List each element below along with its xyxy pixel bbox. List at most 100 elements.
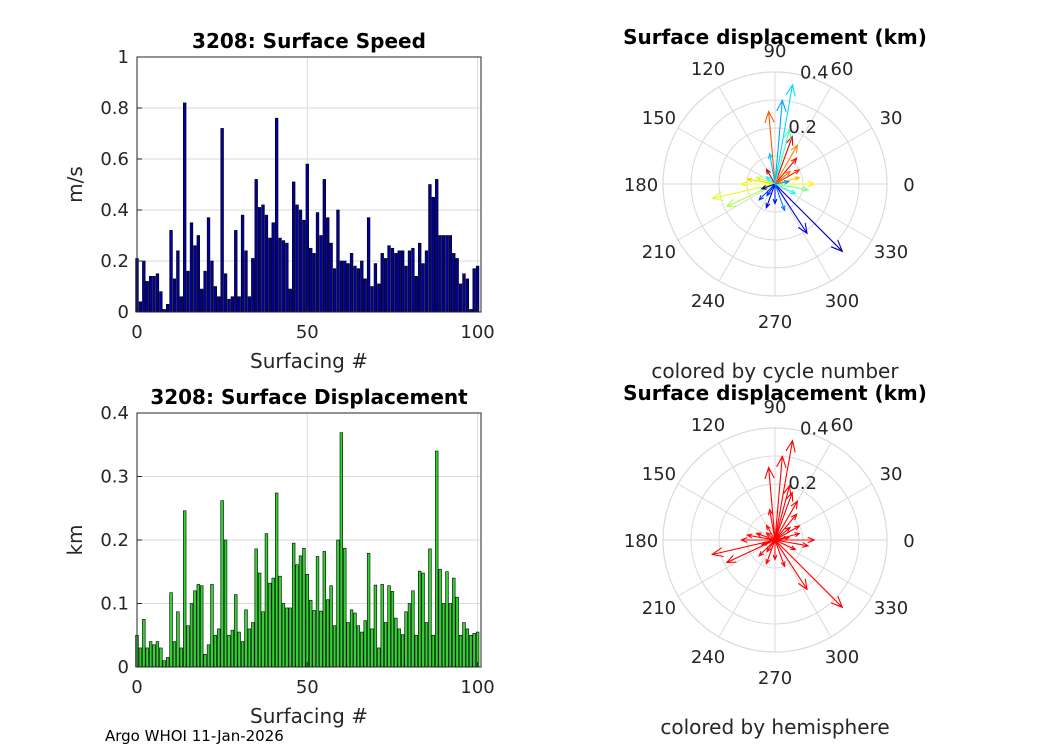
bar xyxy=(305,573,309,668)
arrow-head xyxy=(765,524,771,531)
bar xyxy=(401,250,405,313)
bar xyxy=(176,250,180,313)
bar xyxy=(336,539,340,668)
bar xyxy=(407,250,412,313)
displacement-arrow xyxy=(769,509,776,541)
angle-label: 150 xyxy=(642,464,676,485)
bar xyxy=(278,575,282,668)
bar xyxy=(155,273,160,313)
bar xyxy=(247,628,252,668)
bar xyxy=(244,609,248,668)
bar xyxy=(339,260,344,313)
displacement-arrow xyxy=(766,176,776,185)
bar xyxy=(329,585,333,668)
bar xyxy=(179,296,183,313)
arrow-head xyxy=(755,532,762,538)
bar xyxy=(234,230,238,313)
arrow-head xyxy=(785,83,796,97)
bar xyxy=(159,647,163,668)
arrow-head xyxy=(746,533,753,539)
arrow-head xyxy=(794,169,801,175)
bar xyxy=(223,539,228,668)
bar xyxy=(305,163,309,313)
displacement-arrow xyxy=(726,539,776,563)
y-tick-label: 0.6 xyxy=(100,149,129,170)
bar xyxy=(390,591,395,668)
bar xyxy=(394,617,398,668)
bar xyxy=(326,599,330,668)
y-tick-label: 1 xyxy=(118,47,129,68)
angle-label: 60 xyxy=(831,59,854,80)
arrow-head xyxy=(785,526,792,533)
arrow-head xyxy=(790,499,799,510)
bar xyxy=(448,235,453,313)
displacement-arrow xyxy=(766,183,776,196)
y-tick-label: 0 xyxy=(118,657,129,678)
chart-title: 3208: Surface Displacement xyxy=(150,385,468,409)
arrow-head xyxy=(785,170,792,177)
arrow-head xyxy=(766,546,772,553)
arrow-head xyxy=(772,554,778,562)
bar xyxy=(312,253,316,313)
arrow-head xyxy=(772,198,778,206)
bar xyxy=(295,564,299,668)
bar-chart-2: 0 50 100 0 0.1 0.2 0.3 0.4 3208: Surface Displac… xyxy=(63,385,495,728)
displacement-arrow xyxy=(756,176,776,185)
bar xyxy=(366,553,371,668)
bar xyxy=(390,247,395,313)
bar xyxy=(138,647,143,668)
displacement-arrow xyxy=(747,534,776,541)
bar xyxy=(237,631,241,668)
bar xyxy=(152,644,156,668)
displacement-arrow xyxy=(726,183,776,207)
arrow-head xyxy=(785,135,794,146)
arrow-head xyxy=(767,508,774,516)
bar xyxy=(322,179,326,313)
angle-label: 180 xyxy=(624,175,658,196)
bar xyxy=(377,647,381,668)
arrow-head xyxy=(790,157,798,165)
y-tick-label: 0.4 xyxy=(100,200,129,221)
bar xyxy=(329,242,333,313)
arrow-head xyxy=(739,181,748,187)
bar xyxy=(271,577,275,668)
bar xyxy=(179,647,183,668)
arrow-head xyxy=(758,550,765,557)
displacement-arrow xyxy=(774,440,794,541)
displacement-arrow xyxy=(774,169,800,185)
bar xyxy=(230,629,235,668)
arrow-head xyxy=(760,184,767,190)
arrow-head xyxy=(782,484,792,496)
bar xyxy=(288,288,292,313)
arrow-head xyxy=(765,202,771,210)
displacement-arrow xyxy=(774,526,791,541)
bar xyxy=(172,641,177,668)
bar xyxy=(465,628,470,668)
displacement-arrow xyxy=(774,183,843,252)
bar xyxy=(251,258,255,313)
footer-text: Argo WHOI 11-Jan-2026 xyxy=(105,727,284,745)
bar xyxy=(458,283,463,313)
bar xyxy=(223,273,228,313)
bar xyxy=(196,584,200,668)
angle-label: 270 xyxy=(758,668,792,689)
y-axis-label: m/s xyxy=(63,166,87,203)
bar xyxy=(142,619,146,668)
bar xyxy=(455,258,459,313)
bar xyxy=(462,622,466,668)
polar-chart-1: 0 30 60 90 120 150 180 210 240 300 330 270 0.2 0.4 Sur… xyxy=(623,25,927,383)
displacement-arrow xyxy=(712,183,776,200)
displacement-arrow xyxy=(758,183,776,201)
bar xyxy=(394,253,398,313)
bar xyxy=(145,647,149,668)
bar xyxy=(268,582,272,668)
bar xyxy=(465,278,470,313)
bar xyxy=(435,179,439,313)
angle-label: 300 xyxy=(825,291,859,312)
angle-label: 30 xyxy=(880,108,903,129)
bar xyxy=(234,594,238,668)
arrow-head xyxy=(710,191,724,202)
polar-chart-3: 0 30 60 90 120 150 180 210 240 300 330 270 0.2 0.4 Sur… xyxy=(623,381,927,739)
bar xyxy=(472,268,476,313)
